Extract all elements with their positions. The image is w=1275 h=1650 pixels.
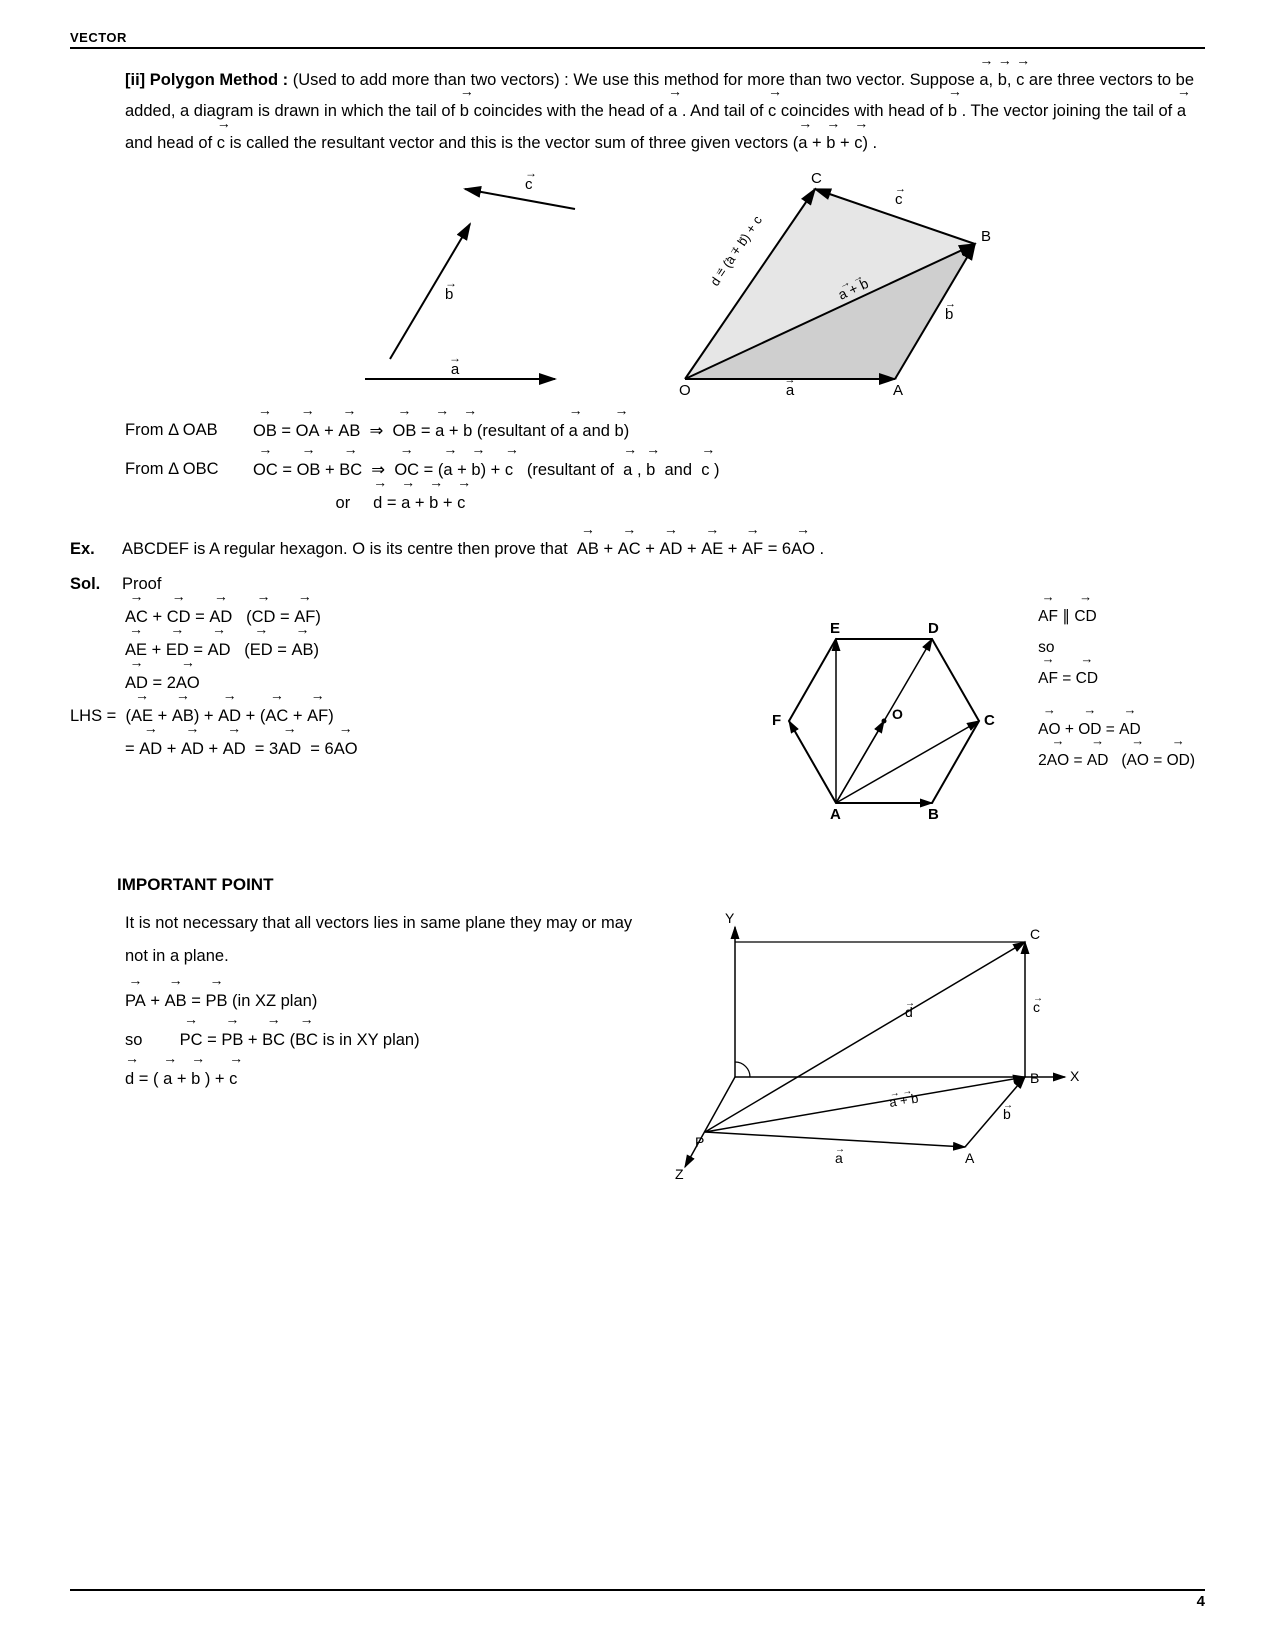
solution-row: Sol. Proof [70, 569, 1195, 600]
svg-text:→: → [445, 276, 457, 290]
vec-b2: b [460, 96, 469, 127]
svg-text:C: C [984, 712, 995, 729]
svg-text:B: B [1030, 1070, 1039, 1086]
diagram-3d: Y X Z P A B C a→ b→ c→ d→ a + b → → [665, 907, 1085, 1187]
vec-c3: c [217, 128, 225, 159]
svg-text:Z: Z [675, 1166, 684, 1182]
svg-text:X: X [1070, 1068, 1080, 1084]
polygon-method-heading: [ii] Polygon Method : [125, 71, 288, 89]
svg-text:D: D [928, 620, 939, 637]
svg-text:→: → [1033, 993, 1043, 1004]
important-right: Y X Z P A B C a→ b→ c→ d→ a + b → → [665, 907, 1085, 1187]
svg-text:→: → [835, 1144, 845, 1155]
lbl-O: O [679, 382, 691, 399]
svg-text:E: E [830, 620, 840, 637]
diagram-hexagon: A B C D E F O [744, 601, 1024, 851]
sum-a: a [798, 128, 807, 159]
important-two-col: It is not necessary that all vectors lie… [125, 907, 1195, 1187]
svg-text:→: → [525, 169, 537, 180]
sum-b: b [826, 128, 835, 159]
intro-t1: (Used to add more than two vectors) : We… [293, 71, 980, 89]
vec-a3: a [1177, 96, 1186, 127]
proof-two-col: AC + CD = AD (CD = AF) AE + ED = AD (ED … [125, 601, 1195, 851]
svg-text:→: → [785, 374, 796, 386]
diagram-polygon: O A B C a → b → c → a + b → → d = (a + b… [645, 169, 1015, 399]
intro-t4: . And tail of [682, 102, 768, 120]
svg-text:→: → [945, 298, 956, 310]
vec-c2: c [768, 96, 776, 127]
from-obc-row: From Δ OBC OC = OB + BC ⇒ OC = (a + b) +… [125, 454, 1195, 520]
page-number: 4 [1197, 1593, 1205, 1610]
svg-text:P: P [695, 1134, 704, 1150]
proof-right: A B C D E F O AF ∥ CD so AF = CD AO + OD… [744, 601, 1195, 851]
intro-paragraph: [ii] Polygon Method : (Used to add more … [125, 65, 1195, 159]
main-content: [ii] Polygon Method : (Used to add more … [70, 65, 1205, 1187]
svg-text:Y: Y [725, 910, 735, 926]
svg-text:→: → [1003, 1100, 1013, 1111]
svg-text:B: B [928, 806, 939, 823]
page-footer: 4 [70, 1589, 1205, 1610]
vec-a2: a [668, 96, 677, 127]
vec-c: c [1016, 65, 1024, 96]
important-left: It is not necessary that all vectors lie… [125, 907, 645, 1096]
from-oab-label: From Δ OAB [125, 415, 235, 446]
lbl-A: A [893, 382, 903, 399]
obc-equation: OC = OB + BC ⇒ OC = (a + b) + c (resulta… [253, 454, 720, 520]
svg-text:A: A [830, 806, 841, 823]
sum-c: c [854, 128, 862, 159]
example-row: Ex. ABCDEF is A regular hexagon. O is it… [70, 534, 1195, 565]
hexagon-side-notes: AF ∥ CD so AF = CD AO + OD = AD 2AO = AD… [1038, 601, 1195, 776]
diagram-separate-vectors: a → b → c → [305, 169, 605, 399]
svg-text:C: C [1030, 926, 1040, 942]
ex-text: ABCDEF is A regular hexagon. O is its ce… [122, 534, 824, 565]
from-obc-label: From Δ OBC [125, 454, 235, 485]
svg-text:→: → [905, 998, 915, 1009]
lbl-C: C [811, 170, 822, 187]
important-p1: It is not necessary that all vectors lie… [125, 907, 645, 973]
vec-b: b [998, 65, 1007, 96]
svg-text:→: → [895, 183, 906, 195]
intro-t8: is called the resultant vector and this … [230, 134, 793, 152]
lbl-B: B [981, 228, 991, 245]
important-point-heading: IMPORTANT POINT [117, 869, 1195, 901]
intro-t6: . The vector joining the tail of [962, 102, 1177, 120]
svg-text:F: F [772, 712, 781, 729]
page-header: VECTOR [70, 30, 1205, 49]
from-oab-row: From Δ OAB OB = OA + AB ⇒ OB = a + b (re… [125, 415, 1195, 448]
intro-t7: and head of [125, 134, 217, 152]
svg-text:A: A [965, 1150, 975, 1166]
intro-t3: coincides with the head of [474, 102, 668, 120]
sol-label: Sol. [70, 569, 108, 600]
ex-label: Ex. [70, 534, 108, 565]
diagram-row-1: a → b → c → [125, 169, 1195, 399]
vec-b3: b [948, 96, 957, 127]
proof-left: AC + CD = AD (CD = AF) AE + ED = AD (ED … [125, 601, 724, 766]
svg-text:→: → [449, 351, 461, 365]
svg-text:O: O [892, 706, 903, 722]
vec-a: a [979, 65, 988, 96]
